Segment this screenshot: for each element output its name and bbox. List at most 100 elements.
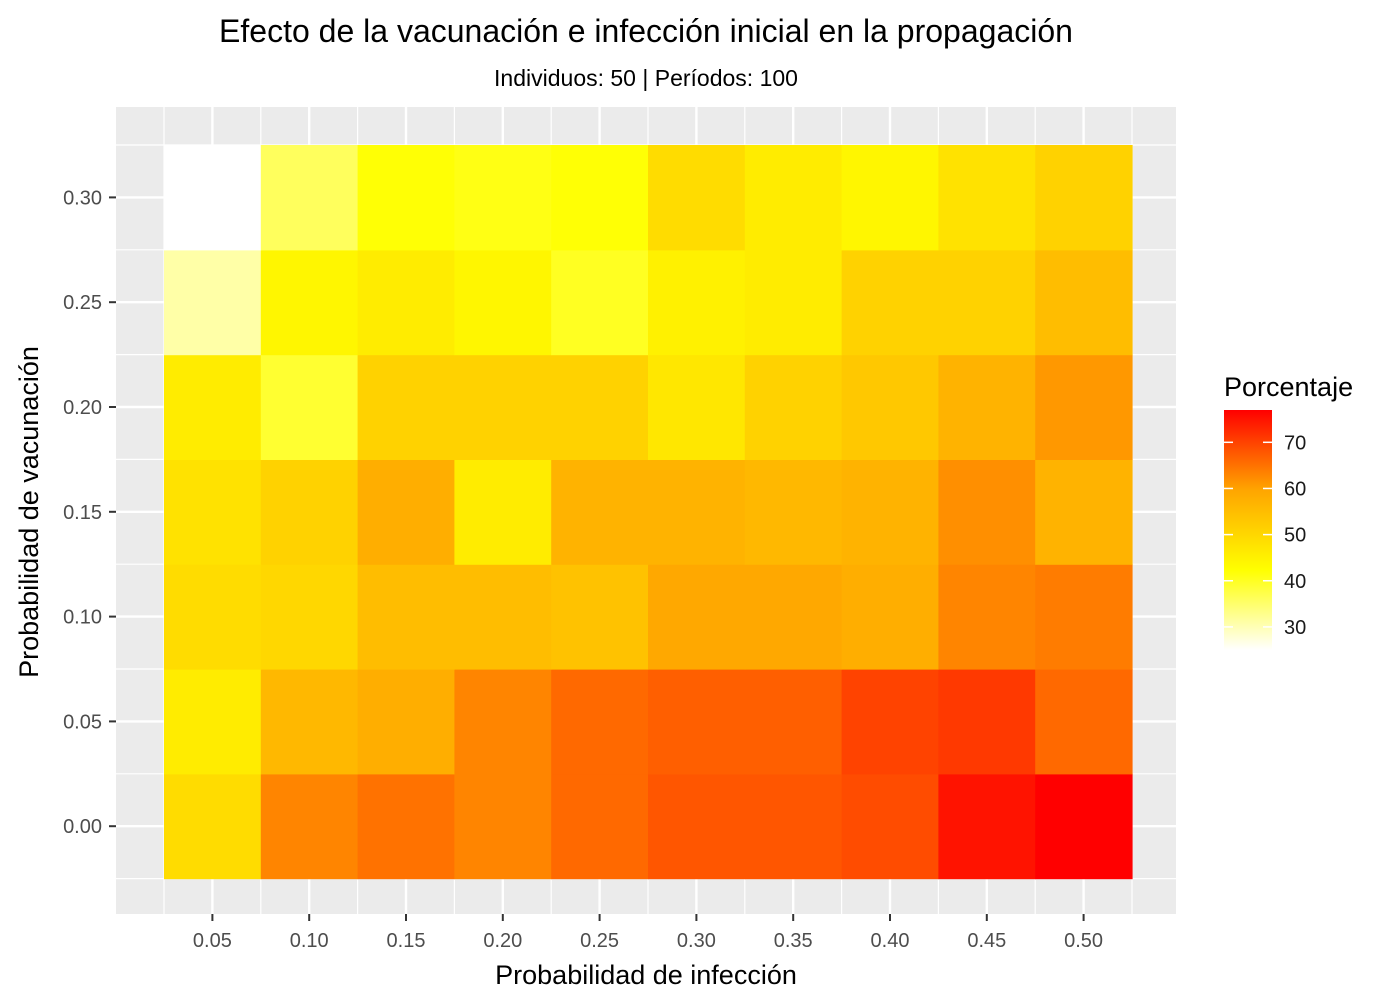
heatmap-cell <box>1035 773 1133 880</box>
chart-subtitle: Individuos: 50 | Períodos: 100 <box>494 65 798 91</box>
y-tick-label: 0.30 <box>63 187 102 209</box>
heatmap-cell <box>648 354 746 460</box>
heatmap-cell <box>648 564 746 670</box>
heatmap-cell <box>841 564 939 670</box>
legend: Porcentaje 30 40 50 60 70 <box>1224 372 1353 650</box>
x-tick-label: 0.20 <box>483 930 522 952</box>
heatmap-cell <box>551 249 649 356</box>
heatmap-cell <box>744 669 843 775</box>
heatmap-cell <box>1035 669 1133 775</box>
heatmap-cell <box>841 773 939 880</box>
x-tick-label: 0.35 <box>774 930 813 952</box>
heatmap-cell <box>648 669 746 775</box>
heatmap-cell <box>551 145 649 251</box>
legend-colorbar <box>1224 410 1272 650</box>
heatmap-cell <box>1035 145 1133 251</box>
heatmap-cell <box>454 564 552 670</box>
heatmap-cell <box>260 564 359 670</box>
heatmap-cell <box>1035 354 1133 460</box>
legend-tick-label: 30 <box>1284 617 1306 639</box>
heatmap-cell <box>260 354 359 460</box>
heatmap-cell <box>454 249 552 356</box>
heatmap-cell <box>744 459 843 565</box>
x-tick-label: 0.25 <box>580 930 619 952</box>
x-tick-label: 0.15 <box>387 930 426 952</box>
heatmap-cell <box>164 354 262 460</box>
heatmap-cell <box>454 145 552 251</box>
heatmap-cell <box>1035 249 1133 356</box>
legend-tick-label: 60 <box>1284 478 1306 500</box>
y-tick-label: 0.15 <box>63 502 102 524</box>
heatmap-cell <box>260 669 359 775</box>
y-axis: 0.00 0.05 0.10 0.15 0.20 0.25 0.30 <box>63 187 116 838</box>
heatmap-cell <box>938 354 1036 460</box>
legend-tick-label: 70 <box>1284 432 1306 454</box>
heatmap-cell <box>648 459 746 565</box>
heatmap-cell <box>841 354 939 460</box>
heatmap-cell <box>357 669 455 775</box>
heatmap-cell <box>260 773 359 880</box>
heatmap-cell <box>164 249 262 356</box>
legend-title: Porcentaje <box>1224 372 1353 402</box>
y-tick-label: 0.25 <box>63 292 102 314</box>
heatmap-cell <box>357 354 455 460</box>
y-axis-title: Probabilidad de vacunación <box>14 346 44 678</box>
x-tick-label: 0.10 <box>290 930 329 952</box>
heatmap-cell <box>454 354 552 460</box>
heatmap-cell <box>744 145 843 251</box>
heatmap-cell <box>938 773 1036 880</box>
heatmap-cell <box>551 354 649 460</box>
heatmap-cell <box>357 773 455 880</box>
x-tick-label: 0.45 <box>967 930 1006 952</box>
y-tick-label: 0.20 <box>63 397 102 419</box>
heatmap-cell <box>1035 564 1133 670</box>
heatmap-cell <box>551 669 649 775</box>
heatmap-cell <box>551 459 649 565</box>
heatmap-cell <box>551 564 649 670</box>
heatmap-cell <box>1035 459 1133 565</box>
heatmap-cell <box>260 145 359 251</box>
heatmap-cell <box>648 145 746 251</box>
heatmap-cell <box>260 459 359 565</box>
heatmap-cell <box>164 145 262 251</box>
heatmap-cell <box>164 773 262 880</box>
heatmap-cell <box>938 564 1036 670</box>
heatmap-cell <box>744 773 843 880</box>
heatmap-cell <box>938 249 1036 356</box>
x-tick-label: 0.30 <box>677 930 716 952</box>
heatmap-cell <box>744 564 843 670</box>
heatmap-cell <box>164 669 262 775</box>
x-tick-label: 0.50 <box>1064 930 1103 952</box>
heatmap-cell <box>551 773 649 880</box>
y-tick-label: 0.05 <box>63 711 102 733</box>
legend-tick-label: 40 <box>1284 571 1306 593</box>
heatmap-cells <box>164 145 1133 880</box>
heatmap-cell <box>841 249 939 356</box>
heatmap-cell <box>938 459 1036 565</box>
heatmap-cell <box>164 459 262 565</box>
heatmap-cell <box>841 669 939 775</box>
legend-ticks: 30 40 50 60 70 <box>1224 432 1306 639</box>
y-tick-label: 0.00 <box>63 816 102 838</box>
heatmap-cell <box>164 564 262 670</box>
heatmap-cell <box>357 145 455 251</box>
heatmap-cell <box>938 669 1036 775</box>
heatmap-cell <box>454 669 552 775</box>
legend-tick-label: 50 <box>1284 525 1306 547</box>
heatmap-cell <box>648 249 746 356</box>
heatmap-cell <box>454 459 552 565</box>
x-axis-title: Probabilidad de infección <box>495 960 797 990</box>
y-tick-label: 0.10 <box>63 607 102 629</box>
heatmap-cell <box>357 564 455 670</box>
x-axis: 0.05 0.10 0.15 0.20 0.25 0.30 0.35 0.40 0.45 0.50 <box>193 914 1103 952</box>
heatmap-cell <box>357 459 455 565</box>
heatmap-cell <box>841 459 939 565</box>
heatmap-cell <box>260 249 359 356</box>
heatmap-cell <box>357 249 455 356</box>
heatmap-cell <box>841 145 939 251</box>
x-tick-label: 0.05 <box>193 930 232 952</box>
heatmap-cell <box>938 145 1036 251</box>
heatmap-cell <box>744 354 843 460</box>
heatmap-cell <box>454 773 552 880</box>
